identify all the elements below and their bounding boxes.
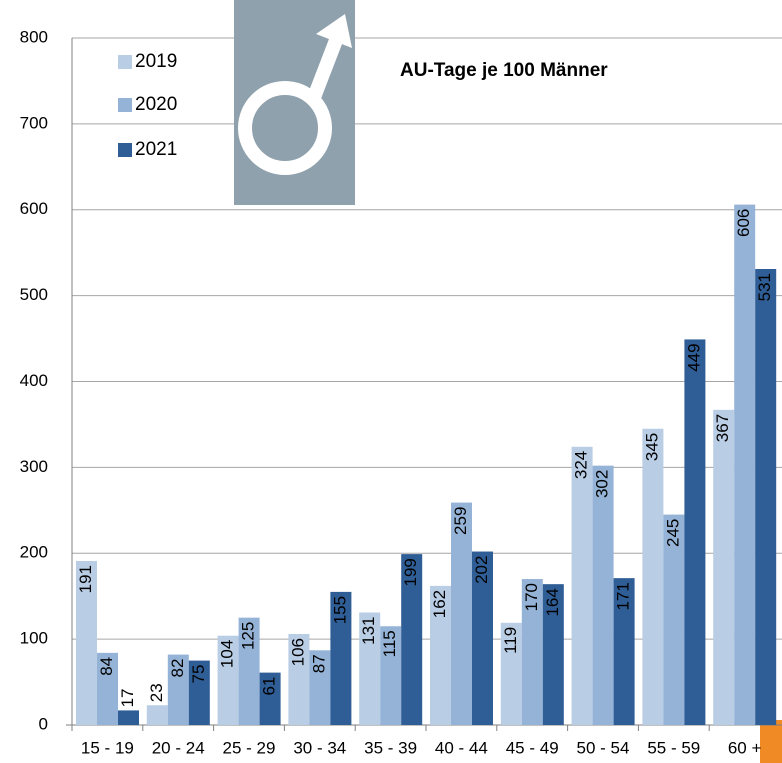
y-tick-label: 200 [20, 543, 48, 562]
y-tick-label: 700 [20, 113, 48, 132]
x-tick-label: 45 - 49 [506, 738, 559, 757]
bar [188, 660, 210, 725]
data-label: 449 [684, 343, 703, 371]
y-tick-label: 500 [20, 285, 48, 304]
y-tick-label: 600 [20, 199, 48, 218]
data-label: 199 [401, 558, 420, 586]
icon-circle [238, 81, 332, 175]
bar [713, 409, 735, 725]
bar [309, 650, 331, 725]
data-label: 531 [755, 273, 774, 301]
data-label: 61 [260, 677, 279, 696]
legend-swatch [118, 143, 132, 157]
legend-label: 2019 [135, 51, 177, 72]
bar [118, 710, 139, 725]
bar [521, 579, 543, 725]
bar [430, 585, 451, 725]
data-label: 131 [359, 617, 378, 645]
bar [76, 560, 97, 725]
bar [451, 502, 472, 725]
y-tick-label: 800 [20, 27, 48, 46]
x-tick-label: 15 - 19 [81, 738, 134, 757]
data-label: 170 [522, 583, 541, 611]
data-label: 82 [168, 659, 187, 678]
x-tick-label: 25 - 29 [223, 738, 276, 757]
bar [217, 635, 239, 725]
corner-decoration [760, 720, 782, 763]
data-label: 164 [543, 588, 562, 616]
data-label: 367 [713, 414, 732, 442]
data-label: 324 [572, 451, 591, 479]
bar [734, 204, 756, 725]
data-label: 245 [663, 519, 682, 547]
bar [330, 591, 352, 725]
x-tick-label: 35 - 39 [364, 738, 417, 757]
y-tick-label: 100 [20, 629, 48, 648]
bar [238, 617, 260, 725]
bar [259, 672, 281, 725]
bar [642, 428, 664, 725]
x-tick-label: 60 + [728, 738, 762, 757]
data-label: 259 [451, 507, 470, 535]
legend-swatch [118, 98, 132, 112]
data-label: 171 [614, 582, 633, 610]
data-label: 125 [239, 622, 258, 650]
bar [542, 584, 564, 725]
bar [359, 612, 381, 725]
data-label: 191 [76, 565, 95, 593]
x-tick-label: 20 - 24 [152, 738, 205, 757]
bar [472, 551, 493, 725]
data-label: 87 [309, 654, 328, 673]
data-label: 84 [97, 657, 116, 676]
data-label: 23 [147, 683, 166, 702]
bar [684, 339, 706, 725]
data-label: 75 [189, 665, 208, 684]
data-label: 302 [593, 470, 612, 498]
legend-swatch [118, 55, 132, 69]
icon-arrow [316, 14, 352, 48]
y-tick-label: 300 [20, 457, 48, 476]
icon-shaft [306, 32, 345, 103]
x-tick-label: 55 - 59 [647, 738, 700, 757]
data-label: 115 [380, 630, 399, 657]
legend-label: 2020 [135, 94, 177, 115]
bar [288, 633, 310, 725]
legend-label: 2021 [135, 139, 177, 160]
data-label: 162 [430, 590, 449, 618]
bar [592, 465, 614, 725]
y-tick-label: 400 [20, 371, 48, 390]
data-label: 606 [734, 209, 753, 237]
bar [167, 654, 189, 725]
data-label: 155 [330, 596, 349, 624]
x-tick-label: 50 - 54 [577, 738, 630, 757]
bar [663, 514, 685, 725]
data-label: 345 [642, 433, 661, 461]
bar [571, 446, 593, 725]
y-tick-label: 0 [39, 714, 48, 733]
bar [146, 705, 168, 725]
data-label: 106 [288, 638, 307, 666]
data-label: 104 [218, 640, 237, 668]
chart-title: AU-Tage je 100 Männer [400, 60, 608, 81]
bar [401, 554, 423, 725]
bar [97, 652, 118, 725]
x-tick-label: 30 - 34 [293, 738, 346, 757]
data-label: 17 [118, 688, 137, 707]
x-tick-label: 40 - 44 [435, 738, 488, 757]
male-icon [234, 0, 355, 205]
bar [613, 578, 635, 725]
data-label: 202 [472, 556, 491, 584]
grid-layer [72, 37, 782, 726]
bar [380, 626, 402, 725]
bar [500, 622, 522, 725]
data-label: 119 [501, 627, 520, 654]
bar [755, 269, 777, 725]
